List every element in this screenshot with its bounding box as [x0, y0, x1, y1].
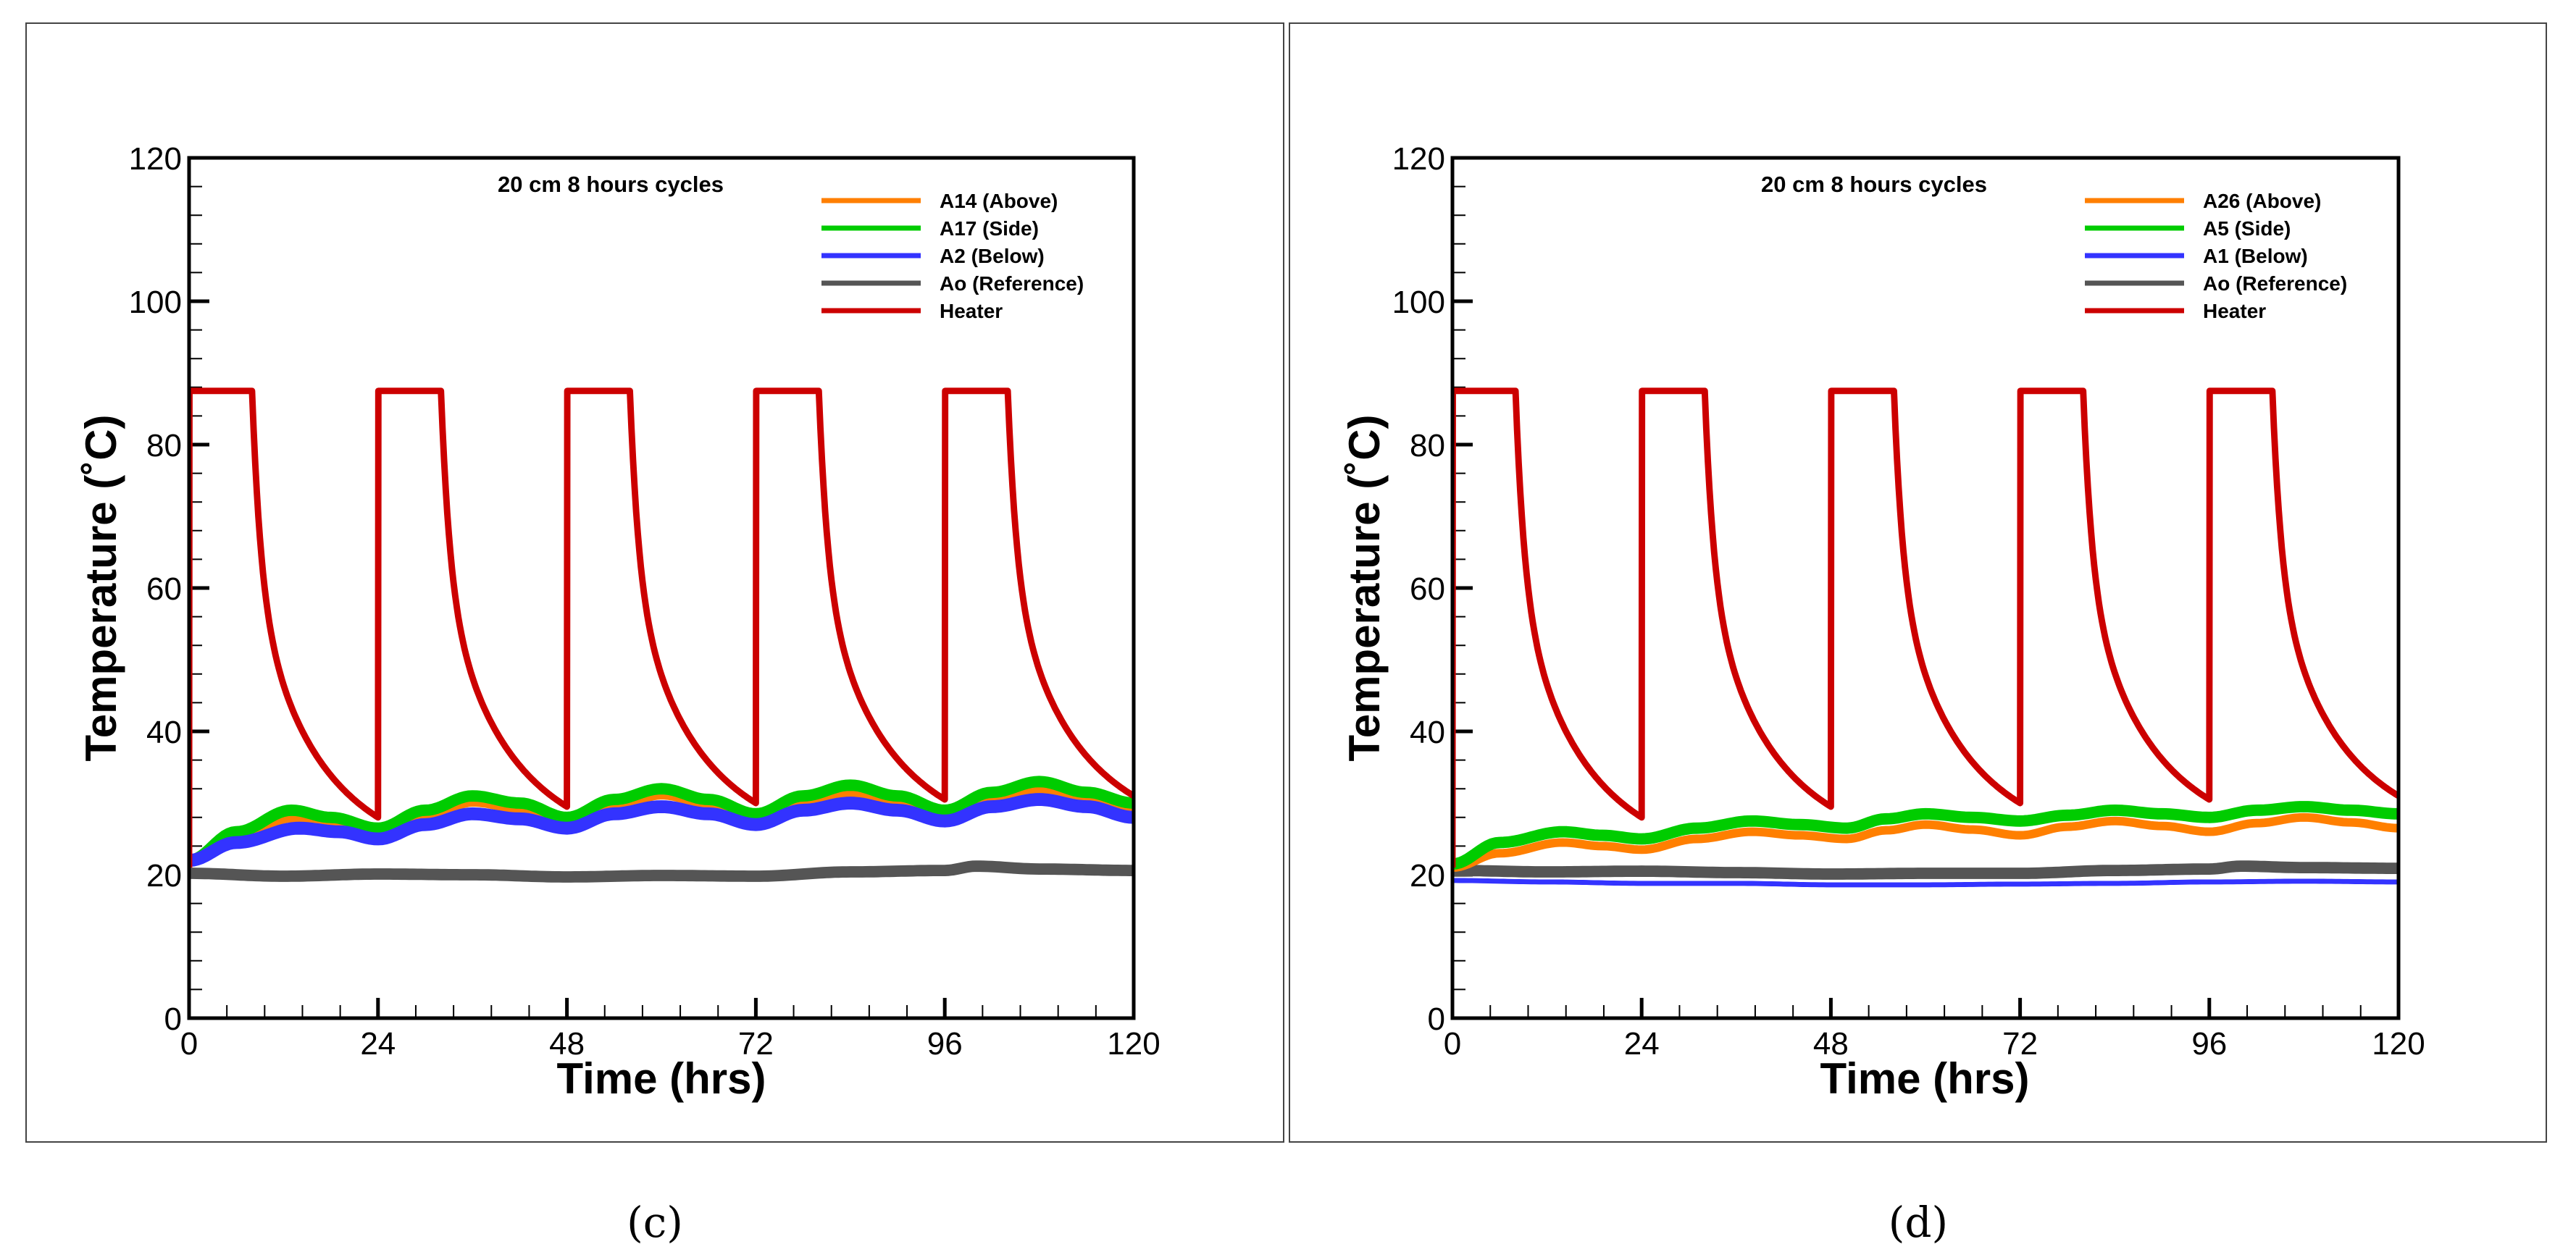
x-tick-label: 48	[549, 1026, 585, 1062]
legend-label: Heater	[2203, 300, 2266, 322]
y-tick-label: 40	[146, 715, 182, 750]
panel-frame	[1289, 22, 2547, 1143]
y-tick-label: 60	[1410, 571, 1445, 607]
x-tick-label: 0	[1444, 1026, 1461, 1062]
x-tick-label: 72	[2002, 1026, 2038, 1062]
panel-c: 0 20 40 60 80 100 120 0 24 48 72 96 120 A14 (Above) A1…	[25, 22, 1284, 1247]
legend-label: Heater	[940, 300, 1003, 322]
y-tick-label: 20	[146, 858, 182, 894]
legend-label: A26 (Above)	[2203, 190, 2321, 212]
chart-title: 20 cm 8 hours cycles	[498, 172, 724, 197]
x-tick-label: 72	[738, 1026, 774, 1062]
plot-area: 0 20 40 60 80 100 120 0 24 48 72 96 120 A14 (Above) A1…	[129, 141, 1161, 1062]
axes-frame	[187, 156, 1136, 1020]
x-tick-label: 0	[180, 1026, 198, 1062]
x-tick-label: 96	[927, 1026, 963, 1062]
axes-frame	[1450, 156, 2401, 1020]
y-tick-label: 120	[129, 141, 182, 177]
y-tick-label: 20	[1410, 858, 1445, 894]
y-tick-label: 100	[1392, 285, 1445, 320]
panel-frame	[25, 22, 1284, 1143]
panel-d: 0 20 40 60 80 100 120 0 24 48 72 96 120 A26 (Above) A5…	[1289, 22, 2547, 1247]
legend-label: Ao (Reference)	[2203, 272, 2347, 295]
legend-label: A17 (Side)	[940, 217, 1039, 240]
y-tick-label: 0	[1428, 1001, 1445, 1037]
y-tick-label: 120	[1392, 141, 1445, 177]
series-line-a1-below	[1452, 878, 2399, 888]
plot-area: 0 20 40 60 80 100 120 0 24 48 72 96 120 A26 (Above) A5…	[1392, 141, 2425, 1062]
x-tick-label: 96	[2191, 1026, 2227, 1062]
y-axis-title: Temperature (˚C)	[1340, 415, 1389, 762]
x-axis-title: Time (hrs)	[557, 1054, 766, 1103]
y-tick-label: 40	[1410, 715, 1445, 750]
y-tick-label: 0	[164, 1001, 182, 1037]
series-line-ao-reference	[189, 860, 1134, 883]
y-tick-label: 80	[1410, 428, 1445, 463]
x-tick-label: 24	[360, 1026, 396, 1062]
series-line-a5-side	[1452, 801, 2399, 870]
y-tick-label: 60	[146, 571, 182, 607]
series-line-heater	[189, 387, 1134, 868]
chart-title: 20 cm 8 hours cycles	[1761, 172, 1987, 197]
legend-label: A5 (Side)	[2203, 217, 2291, 240]
series-line-a26-above	[1452, 812, 2399, 873]
y-tick-label: 80	[146, 428, 182, 463]
series-line-a14-above	[189, 784, 1134, 866]
x-tick-label: 120	[2372, 1026, 2425, 1062]
y-axis-title: Temperature (˚C)	[77, 415, 125, 762]
series-line-a17-side	[189, 776, 1134, 867]
legend-label: A2 (Below)	[940, 245, 1045, 267]
series-line-heater	[1452, 387, 2399, 868]
panel-caption: (d)	[1889, 1198, 1948, 1247]
panel-caption: (c)	[627, 1198, 683, 1247]
legend-label: A1 (Below)	[2203, 245, 2308, 267]
x-axis-title: Time (hrs)	[1820, 1054, 2030, 1103]
legend-label: A14 (Above)	[940, 190, 1058, 212]
x-tick-label: 48	[1813, 1026, 1849, 1062]
series-line-ao-reference	[1452, 860, 2399, 880]
series-line-a2-below	[189, 793, 1134, 868]
legend-label: Ao (Reference)	[940, 272, 1084, 295]
y-tick-label: 100	[129, 285, 182, 320]
x-tick-label: 24	[1624, 1026, 1660, 1062]
x-tick-label: 120	[1107, 1026, 1160, 1062]
